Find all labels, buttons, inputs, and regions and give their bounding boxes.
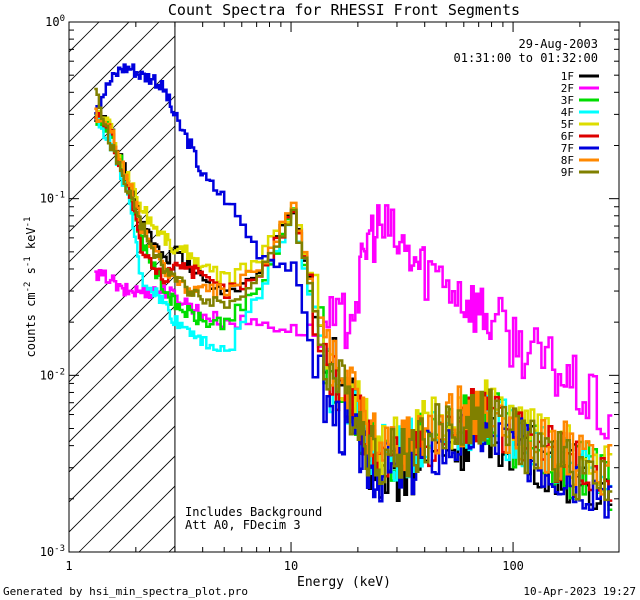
y-tick-label: 10-2 [40, 367, 65, 382]
x-tick-label: 10 [284, 559, 298, 573]
y-tick-label: 100 [45, 14, 65, 29]
x-tick-label: 100 [502, 559, 524, 573]
chart-title: Count Spectra for RHESSI Front Segments [168, 1, 520, 19]
hatch-line [69, 425, 175, 533]
y-axis-label: counts cm-2 s-1 keV-1 [23, 217, 38, 358]
legend-label-2F: 2F [561, 82, 574, 95]
series-group [94, 63, 613, 519]
hatch-line [69, 215, 175, 323]
hatch-line [69, 95, 175, 203]
y-axis-label-mid1: s [24, 267, 38, 281]
legend-label-6F: 6F [561, 130, 574, 143]
plot-frame [68, 21, 620, 553]
y-axis: 10-3 10-2 10-1 100 [40, 14, 619, 559]
hatch-line [69, 395, 175, 503]
legend-label-4F: 4F [561, 106, 574, 119]
annotation-background: Includes Background [185, 505, 322, 519]
date-label: 29-Aug-2003 [519, 37, 598, 51]
legend-label-1F: 1F [561, 70, 574, 83]
footer-generated-by: Generated by hsi_min_spectra_plot.pro [3, 585, 248, 598]
y-axis-label-exp1: -2 [23, 282, 33, 293]
y-tick-label: 10-1 [40, 191, 65, 206]
series-line-9F [94, 87, 613, 502]
hatch-line [78, 455, 175, 552]
hatch-line [69, 22, 100, 53]
legend-label-5F: 5F [561, 118, 574, 131]
hatch-line [69, 22, 70, 23]
series-line-2F [94, 204, 613, 440]
y-axis-label-exp3: -1 [23, 217, 33, 228]
footer-timestamp: 10-Apr-2023 19:27 [523, 585, 636, 598]
legend-label-8F: 8F [561, 154, 574, 167]
hatch-line [69, 365, 175, 473]
x-axis-label: Energy (keV) [297, 575, 391, 590]
y-axis-label-exp2: -1 [23, 256, 33, 267]
time-range-label: 01:31:00 to 01:32:00 [454, 51, 599, 65]
hatch-line [69, 22, 160, 113]
y-axis-label-mid2: keV [24, 227, 38, 256]
y-tick-label: 10-3 [40, 544, 65, 559]
hatch-line [69, 245, 175, 353]
annotation-attenuator: Att A0, FDecim 3 [185, 518, 301, 532]
legend-label-7F: 7F [561, 142, 574, 155]
series-line-7F [94, 63, 613, 519]
legend-label-9F: 9F [561, 166, 574, 179]
y-axis-label-base: counts cm [24, 292, 38, 357]
x-axis: 1 10 100 [65, 22, 620, 573]
legend-label-3F: 3F [561, 94, 574, 107]
x-tick-label: 1 [65, 559, 72, 573]
hatch-line [69, 185, 175, 293]
hatch-line [69, 65, 175, 173]
